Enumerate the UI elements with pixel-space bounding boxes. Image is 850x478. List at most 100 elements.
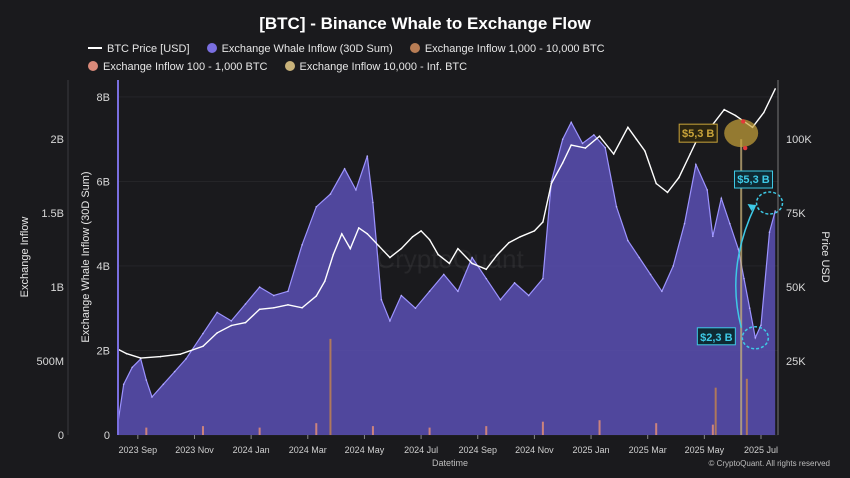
whale-inflow-point [499,298,502,301]
x-tick-label: 2024 Jan [233,445,270,455]
btc-price-point [734,114,737,117]
red-marker [740,119,746,124]
cyan-high-box [734,170,774,189]
x-tick-label: 2024 Mar [289,445,327,455]
btc-price-point [272,306,275,309]
chart-title: [BTC] - Binance Whale to Exchange Flow [259,14,591,33]
btc-price-point [508,241,510,244]
whale-inflow-point [615,205,618,208]
btc-price-point [763,111,765,114]
btc-price-point [420,230,422,232]
btc-price-point [125,352,128,355]
btc-price-point [179,353,182,356]
whale-inflow-point [185,358,187,360]
btc-price-point [689,153,691,155]
btc-price-point [485,268,488,271]
whale-inflow-point [760,324,762,326]
gold-annotation-box [678,123,718,143]
cyan-low-label: $2,3 B [700,332,732,344]
gold-highlight-circle [724,119,759,148]
btc-price-point [159,355,162,358]
whale-inflow-point [380,298,383,301]
btc-price-point [542,221,544,223]
legend-dot-swatch [284,61,295,71]
gold-annotation-label: $5,3 B [682,128,714,140]
btc-price-point [377,244,380,247]
legend-item-whale-inflow[interactable]: Exchange Whale Inflow (30D Sum) [206,40,393,58]
whale-inflow-point [145,379,148,381]
whale-inflow-point [743,277,745,280]
inflow-bar [145,427,148,435]
whale-inflow-point [737,248,740,250]
whale-inflow-point [513,282,516,284]
left-axis-tick-label: 1B [51,282,64,294]
whale-inflow-point [173,370,176,373]
copyright-footer: © CryptoQuant. All rights reserved [708,459,831,468]
right-axis-tick-label: 50K [786,282,806,294]
btc-price-point [627,126,629,129]
x-tick-label: 2025 Mar [629,445,667,455]
whale-inflow-point [754,336,757,339]
btc-price-point [570,144,573,146]
left-axis-tick-label: 1.5B [41,208,64,220]
inflow-bar [711,424,714,435]
btc-price-point [774,88,776,90]
whale-inflow-point [729,222,731,225]
legend-item-btc-price[interactable]: BTC Price [USD] [88,40,190,58]
legend-label: Exchange Inflow 10,000 - Inf. BTC [299,61,468,73]
watermark: CryptoQuant [376,244,524,274]
whale-inflow-point [151,396,153,398]
btc-price-point [457,247,459,250]
btc-price-point [612,153,615,155]
whale-inflow-point [301,244,303,246]
legend-label: Exchange Inflow 1,000 - 10,000 BTC [424,43,605,55]
whale-inflow-point [287,290,289,293]
annotation-layer: $5,3 B $5,3 B $2,3 B [678,119,784,350]
inflow-bar [258,427,261,435]
whale-inflow-point [428,290,431,293]
btc-price-point [471,262,473,265]
ylabel-left: Exchange Inflow [19,217,31,298]
ylabel-inner: Exchange Whale Inflow (30D Sum) [80,171,92,342]
whale-inflow-point [355,189,357,191]
whale-inflow-point [202,332,204,335]
whale-inflow-point [372,201,374,204]
whale-inflow-point [457,290,459,293]
cyan-arrowhead [747,204,756,212]
whale-inflow-point [485,277,488,280]
btc-price-point [340,233,343,235]
whale-inflow-point [315,205,318,208]
btc-price-point [287,304,289,306]
btc-price-point [258,308,261,311]
inner-axis-tick-label: 8B [97,92,110,104]
btc-price-point [428,238,431,241]
inflow-bar [428,427,431,435]
whale-inflow-point [649,273,652,276]
btc-price-point [244,321,247,324]
whale-inflow-point [527,294,530,297]
legend-item-inflow-10k-inf[interactable]: Exchange Inflow 10,000 - Inf. BTC [284,58,468,76]
legend-item-inflow-100-1k[interactable]: Exchange Inflow 100 - 1,000 BTC [88,58,267,76]
inflow-bar [541,421,544,435]
right-axis-tick-label: 75K [786,208,806,220]
cyan-high-circle [755,191,784,215]
btc-price-point [496,253,499,256]
left-axis-tick-label: 0 [58,430,64,442]
inflow-bar [598,420,601,435]
x-tick-label: 2024 May [345,445,385,455]
inflow-bar [371,426,374,435]
btc-price-point [202,345,204,348]
btc-price-point [655,182,657,185]
whale-inflow-point [720,197,723,200]
legend-item-inflow-1k-10k[interactable]: Exchange Inflow 1,000 - 10,000 BTC [409,40,605,58]
red-marker [742,145,748,151]
inflow-bar [714,387,717,435]
btc-price-point [448,262,451,265]
legend-dot-swatch [88,61,98,71]
cyan-high-label: $5,3 B [737,174,769,186]
legend-label: Exchange Whale Inflow (30D Sum) [221,43,393,55]
btc-price-point [666,191,669,194]
whale-inflow-point [162,383,165,386]
whale-inflow-point [706,189,708,191]
